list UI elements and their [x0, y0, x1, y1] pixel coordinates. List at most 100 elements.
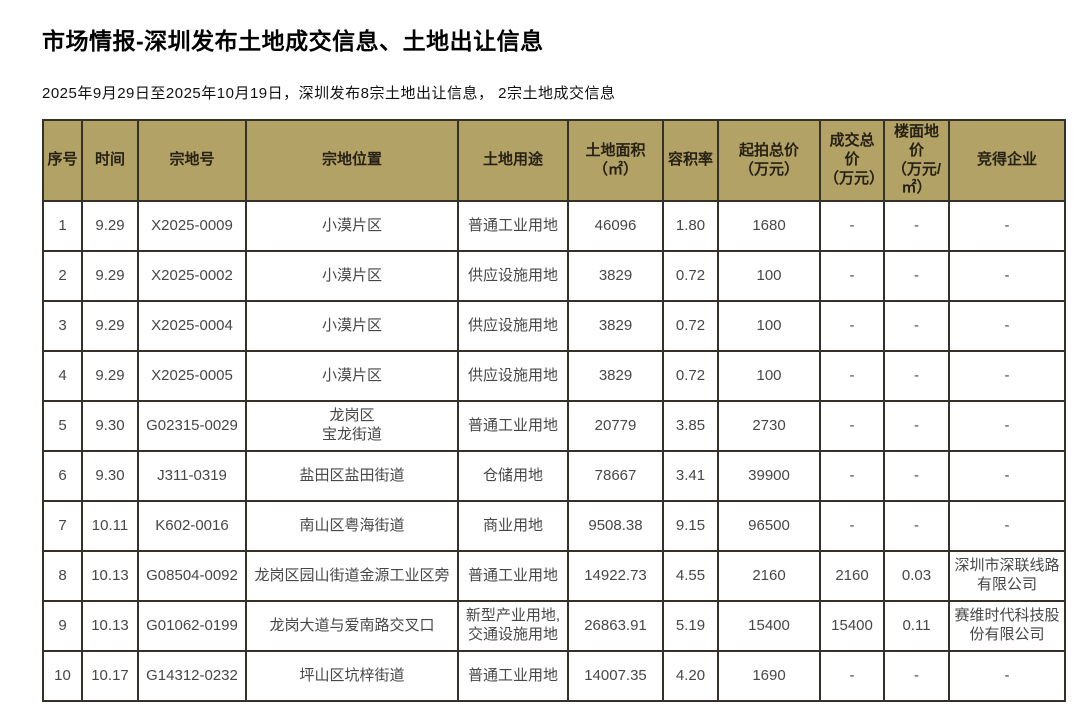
table-cell: -: [948, 200, 1066, 252]
table-cell: 赛维时代科技股份有限公司: [948, 600, 1066, 652]
table-cell: -: [948, 450, 1066, 502]
table-cell: 26863.91: [567, 600, 664, 652]
table-cell: 0.72: [662, 300, 719, 352]
table-row: 4 9.29 X2025-0005 小漠片区 供应设施用地 3829 0.72 100- - -: [42, 350, 1066, 402]
table-cell: -: [819, 300, 885, 352]
table-cell: 供应设施用地: [457, 300, 569, 352]
table-cell: 100: [717, 300, 821, 352]
table-cell: 龙岗区园山街道金源工业区旁: [245, 550, 459, 602]
table-cell: 96500: [717, 500, 821, 552]
table-cell: G14312-0232: [137, 650, 247, 702]
table-cell: -: [819, 500, 885, 552]
land-transactions-table: 序号 时间 宗地号 宗地位置 土地用途 土地面积 （㎡） 容积率 起拍总价 （万元） 成交总价 …: [42, 119, 1066, 702]
table-cell: 供应设施用地: [457, 250, 569, 302]
table-cell: 1.80: [662, 200, 719, 252]
table-cell: 3.85: [662, 400, 719, 452]
table-cell: 100: [717, 350, 821, 402]
table-cell: -: [883, 350, 950, 402]
table-cell: 普通工业用地: [457, 400, 569, 452]
table-cell: 0.11: [883, 600, 950, 652]
table-cell: 0.72: [662, 350, 719, 402]
table-cell: 0.03: [883, 550, 950, 602]
table-cell: 仓储用地: [457, 450, 569, 502]
page-title: 市场情报-深圳发布土地成交信息、土地出让信息: [42, 28, 544, 54]
table-cell: 普通工业用地: [457, 200, 569, 252]
table-cell: 3: [42, 300, 83, 352]
table-row: 7 10.11 K602-0016 南山区粤海街道 商业用地 9508.38 9.15 965…: [42, 500, 1066, 552]
page: 市场情报-深圳发布土地成交信息、土地出让信息 2025年9月29日至2025年1…: [42, 28, 1066, 702]
table-cell: -: [883, 200, 950, 252]
table-row: 2 9.29 X2025-0002 小漠片区 供应设施用地 3829 0.72 100- - -: [42, 250, 1066, 302]
table-body: 1 9.29 X2025-0009 小漠片区 普通工业用地 46096 1.80 1680- -…: [42, 200, 1066, 702]
table-cell: X2025-0004: [137, 300, 247, 352]
table-cell: K602-0016: [137, 500, 247, 552]
table-cell: 4.55: [662, 550, 719, 602]
subtitle: 2025年9月29日至2025年10月19日，深圳发布8宗土地出让信息， 2宗土…: [42, 85, 616, 102]
table-cell: 2160: [819, 550, 885, 602]
table-cell: 9.29: [81, 300, 139, 352]
column-header: 容积率: [662, 119, 719, 202]
table-cell: G02315-0029: [137, 400, 247, 452]
table-cell: X2025-0005: [137, 350, 247, 402]
table-cell: 9.29: [81, 250, 139, 302]
table-cell: 14007.35: [567, 650, 664, 702]
table-cell: -: [819, 200, 885, 252]
column-header: 竞得企业: [948, 119, 1066, 202]
column-header: 成交总价 （万元）: [819, 119, 885, 202]
table-cell: 3829: [567, 350, 664, 402]
table-cell: 4: [42, 350, 83, 402]
table-cell: -: [948, 650, 1066, 702]
table-cell: 1: [42, 200, 83, 252]
table-cell: 2730: [717, 400, 821, 452]
table-cell: 10.13: [81, 600, 139, 652]
table-cell: X2025-0002: [137, 250, 247, 302]
table-cell: 新型产业用地, 交通设施用地: [457, 600, 569, 652]
table-cell: 盐田区盐田街道: [245, 450, 459, 502]
table-header-row: 序号 时间 宗地号 宗地位置 土地用途 土地面积 （㎡） 容积率 起拍总价 （万元） 成交总价 …: [42, 119, 1066, 202]
table-cell: -: [883, 500, 950, 552]
table-cell: -: [948, 500, 1066, 552]
table-cell: 4.20: [662, 650, 719, 702]
table-cell: 小漠片区: [245, 300, 459, 352]
column-header: 楼面地价 （万元/㎡）: [883, 119, 950, 202]
table-cell: 9: [42, 600, 83, 652]
table-cell: 南山区粤海街道: [245, 500, 459, 552]
table-cell: 15400: [819, 600, 885, 652]
table-cell: 5: [42, 400, 83, 452]
column-header: 宗地号: [137, 119, 247, 202]
table-cell: 2160: [717, 550, 821, 602]
table-cell: G01062-0199: [137, 600, 247, 652]
table-cell: 1690: [717, 650, 821, 702]
table-cell: 3829: [567, 250, 664, 302]
table-cell: 39900: [717, 450, 821, 502]
table-cell: 坪山区坑梓街道: [245, 650, 459, 702]
table-cell: 9.30: [81, 400, 139, 452]
table-row: 5 9.30 G02315-0029 龙岗区 宝龙街道 普通工业用地 20779 3.85 2…: [42, 400, 1066, 452]
table-cell: 商业用地: [457, 500, 569, 552]
table-row: 10 10.17 G14312-0232 坪山区坑梓街道 普通工业用地 14007.35 4…: [42, 650, 1066, 702]
table-cell: -: [883, 300, 950, 352]
table-cell: 6: [42, 450, 83, 502]
table-cell: 9.30: [81, 450, 139, 502]
table-row: 6 9.30 J311-0319 盐田区盐田街道 仓储用地 78667 3.41 39900-…: [42, 450, 1066, 502]
table-cell: -: [948, 300, 1066, 352]
table-cell: -: [883, 250, 950, 302]
table-cell: 龙岗区 宝龙街道: [245, 400, 459, 452]
table-cell: 5.19: [662, 600, 719, 652]
table-cell: 3829: [567, 300, 664, 352]
column-header: 土地用途: [457, 119, 569, 202]
table-row: 3 9.29 X2025-0004 小漠片区 供应设施用地 3829 0.72 100- - -: [42, 300, 1066, 352]
table-cell: 10.11: [81, 500, 139, 552]
table-cell: -: [819, 400, 885, 452]
table-cell: -: [819, 650, 885, 702]
table-cell: 小漠片区: [245, 250, 459, 302]
column-header: 宗地位置: [245, 119, 459, 202]
column-header: 序号: [42, 119, 83, 202]
table-cell: 0.72: [662, 250, 719, 302]
table-cell: X2025-0009: [137, 200, 247, 252]
table-cell: -: [883, 650, 950, 702]
column-header: 起拍总价 （万元）: [717, 119, 821, 202]
table-cell: -: [819, 350, 885, 402]
column-header: 时间: [81, 119, 139, 202]
column-header: 土地面积 （㎡）: [567, 119, 664, 202]
